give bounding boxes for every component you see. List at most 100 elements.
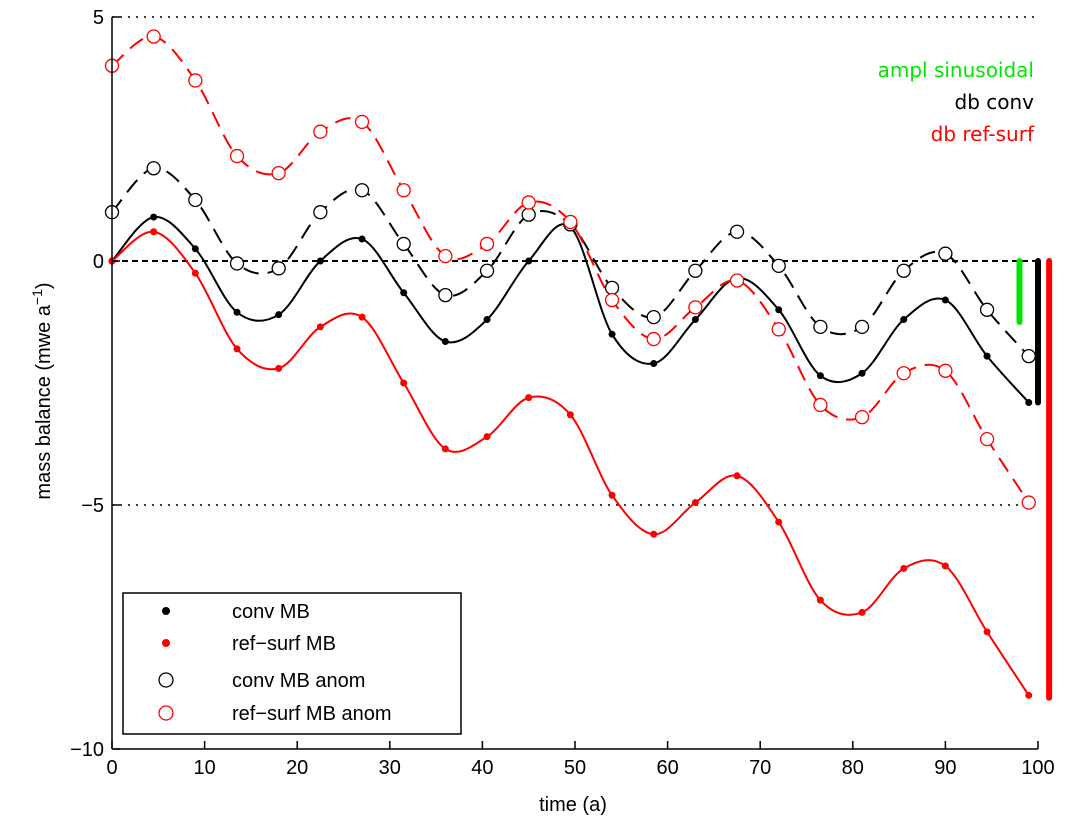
point-conv-mb-4 [275,311,283,319]
legend-label-conv-mb: conv MB [232,601,310,623]
point-ref-surf-mb-anom-11 [563,214,578,230]
point-conv-mb-anom-4 [271,261,286,276]
point-ref-surf-mb-20 [941,562,949,570]
point-conv-mb-anom-8 [438,288,453,303]
x-tick-label-40: 40 [471,757,493,779]
x-tick-label-100: 100 [1021,757,1054,779]
point-conv-mb-21 [983,352,991,360]
point-ref-surf-mb-anom-13 [646,331,661,347]
series-markers [104,29,1036,699]
point-conv-mb-17 [816,372,824,380]
point-conv-mb-10 [525,257,533,265]
point-conv-mb-anom-17 [813,319,828,335]
point-ref-surf-mb-anom-5 [313,124,328,139]
point-conv-mb-anom-16 [771,258,786,274]
point-ref-surf-mb-anom-12 [604,292,620,308]
point-ref-surf-mb-anom-9 [479,236,495,252]
point-ref-surf-mb-anom-20 [938,363,953,378]
amplitude-bars [1016,258,1053,701]
annotation-db-conv: db conv [955,90,1035,114]
point-ref-surf-mb-anom-19 [896,366,911,381]
point-conv-mb-20 [941,296,949,304]
series-line-conv-mb-anom [111,167,1030,357]
point-ref-surf-mb-1 [150,228,158,236]
x-tick-label-0: 0 [106,757,117,779]
point-conv-mb-anom-22 [1021,349,1036,364]
x-axis-label: time (a) [539,794,607,816]
annotation-db-ref-surf: db ref-surf [931,122,1035,146]
point-ref-surf-mb-6 [358,313,366,321]
annotation-ampl-sinusoidal: ampl sinusoidal [878,58,1034,82]
point-conv-mb-anom-13 [646,309,661,325]
point-conv-mb-anom-7 [396,236,411,252]
point-ref-surf-mb-anom-4 [271,166,286,181]
legend-marker-ref-surf-mb [162,639,170,647]
point-ref-surf-mb-anom-6 [354,114,370,130]
point-conv-mb-14 [691,316,699,324]
point-conv-mb-anom-19 [896,263,911,278]
y-axis-label-close: ) [33,282,55,289]
point-conv-mb-anom-12 [604,280,620,295]
point-conv-mb-9 [483,316,491,324]
point-conv-mb-5 [316,257,324,265]
series-line-conv-mb [111,216,1030,404]
point-ref-surf-mb-8 [441,445,449,453]
x-tick-label-50: 50 [564,757,586,779]
point-ref-surf-mb-10 [525,394,533,402]
legend-box [122,592,462,735]
point-conv-mb-22 [1025,399,1033,407]
point-ref-surf-mb-anom-1 [146,29,161,44]
y-axis-label-superscript: −1 [29,289,45,305]
series-line-ref-surf-mb-anom [111,35,1030,504]
legend-marker-conv-mb [162,607,170,615]
point-conv-mb-3 [233,308,241,316]
point-conv-mb-anom-20 [938,246,953,261]
point-ref-surf-mb-7 [400,379,408,387]
point-ref-surf-mb-anom-21 [979,431,995,447]
x-tick-label-90: 90 [934,757,956,779]
point-ref-surf-mb-9 [483,433,491,441]
point-conv-mb-7 [400,289,408,297]
point-ref-surf-mb-11 [566,411,574,419]
point-ref-surf-mb-anom-14 [688,300,703,315]
point-conv-mb-anom-15 [729,224,745,239]
point-ref-surf-mb-3 [233,345,241,353]
point-ref-surf-mb-16 [775,518,783,526]
legend-label-conv-mb-anom: conv MB anom [232,670,365,692]
point-ref-surf-mb-anom-2 [188,73,203,88]
point-conv-mb-anom-10 [521,207,536,222]
y-tick-label-5: 5 [93,7,104,29]
point-conv-mb-2 [191,245,199,253]
y-tick-label-neg5: −5 [81,495,104,517]
x-tick-label-10: 10 [193,757,215,779]
point-ref-surf-mb-17 [816,596,824,604]
series-line-ref-surf-mb [111,230,1030,696]
point-ref-surf-mb-anom-8 [438,248,453,264]
point-ref-surf-mb-19 [900,564,908,572]
point-ref-surf-mb-anom-17 [813,397,828,413]
point-conv-mb-8 [441,338,449,346]
point-conv-mb-anom-6 [354,183,370,198]
point-conv-mb-anom-14 [688,263,703,278]
point-conv-mb-anom-3 [229,256,245,271]
point-ref-surf-mb-4 [275,364,283,372]
point-ref-surf-mb-5 [316,323,324,331]
point-conv-mb-anom-5 [313,205,328,220]
point-ref-surf-mb-anom-3 [229,148,245,164]
legend-marker-conv-mb-anom [158,672,174,688]
point-ref-surf-mb-anom-7 [396,183,411,198]
annotations: ampl sinusoidal db conv db ref-surf [878,58,1035,146]
point-ref-surf-mb-anom-18 [854,410,870,425]
legend: conv MB ref−surf MB conv MB anom ref−sur… [122,592,462,735]
y-axis-label: mass balance (mwe a−1) [29,282,55,499]
grid-lines [112,16,1038,506]
x-tick-label-60: 60 [656,757,678,779]
point-conv-mb-1 [150,213,158,221]
y-tick-label-neg10: −10 [70,739,104,761]
x-tick-label-80: 80 [842,757,864,779]
point-ref-surf-mb-21 [983,628,991,636]
point-ref-surf-mb-anom-22 [1021,495,1036,510]
x-tick-label-30: 30 [379,757,401,779]
point-ref-surf-mb-18 [858,608,866,616]
